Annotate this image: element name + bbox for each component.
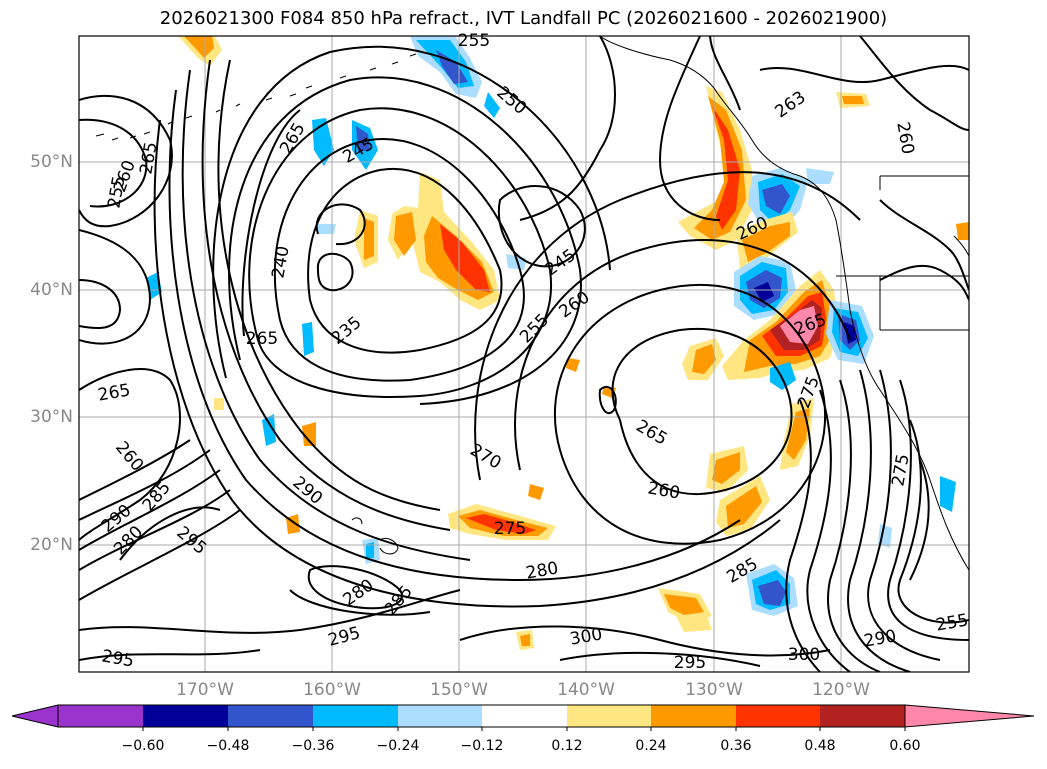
contour-label: 275 (794, 374, 824, 411)
contour-label: 290 (862, 626, 897, 651)
coastlines (95, 36, 969, 571)
lat-label: 20°N (30, 535, 73, 555)
lat-label: 50°N (30, 152, 73, 172)
colorbar-tick-label: −0.12 (461, 738, 504, 754)
colorbar-segment (567, 705, 651, 727)
contour-label: 250 (492, 83, 530, 119)
contour-label: 240 (268, 244, 293, 279)
colorbar: −0.60 −0.48 −0.36 −0.24 −0.12 0.12 0.24 0.36 0.4… (11, 704, 1035, 754)
contour-label: 255 (458, 31, 490, 51)
colorbar-tick-label: 0.60 (889, 738, 920, 754)
contour-label: 260 (556, 287, 594, 322)
map-title: 2026021300 F084 850 hPa refract., IVT La… (159, 8, 888, 29)
colorbar-segment (313, 705, 398, 727)
contour-label: 260 (111, 438, 147, 476)
colorbar-segment (58, 705, 143, 727)
colorbar-extend-low (11, 704, 59, 728)
contour-label: 245 (542, 245, 580, 280)
colorbar-tick-label: −0.60 (122, 738, 165, 754)
colorbar-segment (651, 705, 736, 727)
contour-label: 265 (96, 380, 131, 405)
contour-label: 280 (524, 558, 559, 583)
contour-label: 260 (646, 478, 681, 503)
contour-label: 255 (934, 610, 969, 635)
contour-label: 275 (494, 519, 526, 539)
colorbar-extend-high (904, 704, 1035, 728)
colorbar-segment (482, 705, 567, 727)
lon-label: 140°W (557, 680, 615, 700)
lat-label: 30°N (30, 407, 73, 427)
lon-label: 130°W (685, 680, 743, 700)
colorbar-segment (820, 705, 905, 727)
contour-label: 235 (328, 313, 366, 349)
colorbar-segment (398, 705, 482, 727)
contour-label: 265 (136, 140, 161, 175)
colorbar-tick-label: 0.24 (635, 738, 666, 754)
colorbar-segment (228, 705, 313, 727)
contour-label: 300 (568, 624, 603, 649)
colorbar-tick-label: −0.36 (292, 738, 335, 754)
colorbar-tick-label: −0.48 (207, 738, 250, 754)
lon-label: 150°W (430, 680, 488, 700)
contour-label: 263 (772, 87, 810, 122)
contour-label: 255 (104, 174, 129, 209)
contour-label: 295 (100, 646, 135, 671)
colorbar-segment (143, 705, 228, 727)
colorbar-tick-label: 0.12 (551, 738, 582, 754)
contour-label: 260 (892, 120, 917, 155)
colorbar-tick-label: −0.24 (377, 738, 420, 754)
contour-label: 265 (246, 329, 278, 349)
contour-label: 265 (632, 416, 670, 450)
lat-label: 40°N (30, 280, 73, 300)
contour-label: 295 (326, 623, 363, 651)
map-frame (78, 35, 970, 673)
colorbar-tick-label: 0.36 (720, 738, 751, 754)
refractivity-contours (79, 36, 969, 672)
refractivity-shading (146, 36, 969, 650)
contour-label: 295 (674, 653, 706, 673)
lon-label: 160°W (303, 680, 361, 700)
colorbar-tick-label: 0.48 (804, 738, 835, 754)
graticule (79, 36, 969, 672)
colorbar-segment (736, 705, 820, 727)
lon-label: 170°W (176, 680, 234, 700)
contour-label: 270 (466, 440, 504, 474)
lon-label: 120°W (812, 680, 870, 700)
contour-label: 300 (788, 645, 820, 665)
contour-label: 285 (139, 478, 175, 516)
